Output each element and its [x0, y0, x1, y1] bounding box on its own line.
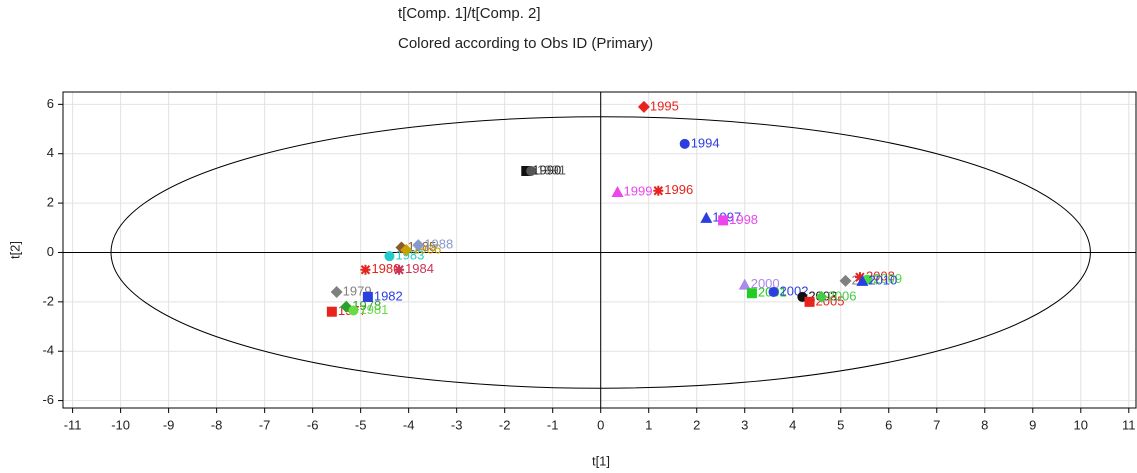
point-label: 1999 — [624, 183, 653, 198]
y-axis-label: t[2] — [7, 241, 22, 259]
x-tick-label: 11 — [1122, 417, 1136, 432]
point — [526, 166, 537, 176]
point — [815, 290, 828, 303]
chart-subtitle: Colored according to Obs ID (Primary) — [398, 35, 653, 52]
point — [326, 306, 337, 317]
y-tick-label: -2 — [42, 293, 54, 308]
x-tick-label: 5 — [837, 417, 844, 432]
y-tick-label: 6 — [47, 96, 54, 111]
point — [768, 286, 779, 297]
point-label: 1996 — [664, 182, 693, 197]
point — [839, 274, 852, 287]
x-tick-label: -11 — [64, 417, 82, 432]
point — [362, 291, 373, 302]
x-tick-label: -3 — [451, 417, 463, 432]
x-tick-label: -2 — [499, 417, 511, 432]
point-label: 1978 — [352, 298, 381, 313]
x-tick-label: -5 — [355, 417, 367, 432]
point — [394, 264, 405, 275]
x-tick-label: 4 — [789, 417, 796, 432]
point-label: 1984 — [405, 261, 434, 276]
point — [412, 239, 425, 252]
point-label: 1990 — [532, 162, 561, 177]
point — [637, 100, 650, 113]
x-tick-label: 2 — [693, 417, 700, 432]
point-label: 2010 — [868, 272, 897, 287]
point — [360, 264, 371, 275]
x-tick-label: -7 — [259, 417, 271, 432]
x-tick-label: 6 — [885, 417, 892, 432]
confidence-ellipse — [110, 116, 1091, 389]
plot-area — [63, 92, 1136, 408]
x-tick-label: 8 — [981, 417, 988, 432]
point — [679, 138, 690, 149]
point — [718, 215, 729, 226]
x-tick-label: -1 — [547, 417, 559, 432]
x-tick-label: -4 — [403, 417, 415, 432]
x-tick-label: 1 — [645, 417, 652, 432]
point — [348, 305, 359, 316]
chart-title: t[Comp. 1]/t[Comp. 2] — [398, 5, 541, 22]
point-label: 1980 — [371, 261, 400, 276]
x-tick-label: 9 — [1029, 417, 1036, 432]
point-label: 1995 — [650, 98, 679, 113]
y-tick-label: -4 — [42, 343, 54, 358]
plot-frame — [62, 91, 1137, 409]
point-label: 1991 — [537, 162, 566, 177]
point — [700, 211, 713, 223]
y-tick-label: -6 — [42, 392, 54, 407]
point — [738, 278, 751, 290]
point-label: 1988 — [424, 237, 453, 252]
y-tick-label: 2 — [47, 195, 54, 210]
x-tick-label: 7 — [933, 417, 940, 432]
y-tick-label: 0 — [47, 244, 54, 259]
y-tick-label: 4 — [47, 145, 54, 160]
x-tick-label: -8 — [211, 417, 223, 432]
point-label: 2006 — [828, 288, 857, 303]
point — [856, 274, 869, 286]
point — [746, 288, 757, 299]
point-label: 1998 — [729, 212, 758, 227]
x-tick-label: 3 — [741, 417, 748, 432]
x-tick-label: 0 — [597, 417, 604, 432]
x-tick-label: 10 — [1074, 417, 1088, 432]
point — [384, 251, 395, 262]
x-tick-label: -10 — [111, 417, 130, 432]
point-label: 1982 — [374, 288, 403, 303]
point-label: 2009 — [873, 271, 902, 286]
point-label: 1994 — [691, 135, 720, 150]
point — [653, 185, 664, 196]
x-axis-label: t[1] — [592, 453, 610, 468]
point — [854, 272, 865, 283]
point-label: 1981 — [359, 302, 388, 317]
point — [611, 185, 624, 197]
x-tick-label: -9 — [163, 417, 175, 432]
point-label: 2008 — [866, 269, 895, 284]
x-tick-label: -6 — [307, 417, 319, 432]
point — [330, 285, 343, 298]
point — [804, 296, 815, 307]
point — [400, 244, 413, 256]
